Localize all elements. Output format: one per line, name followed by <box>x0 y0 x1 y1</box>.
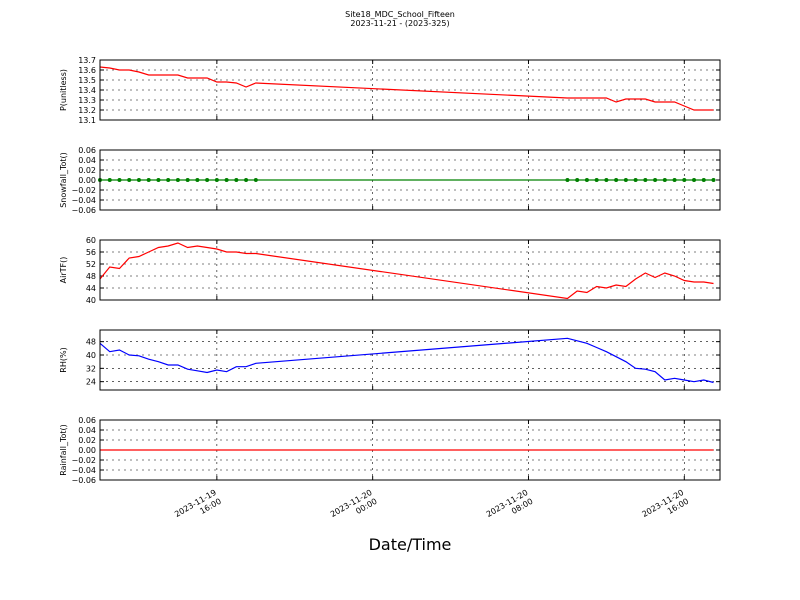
data-point <box>653 178 658 182</box>
y-tick-label: −0.06 <box>71 206 96 215</box>
x-axis-label: Date/Time <box>369 535 452 554</box>
y-tick-label: 44 <box>86 284 96 293</box>
y-tick-label: 0.00 <box>78 446 96 455</box>
y-tick-label: 0.02 <box>78 436 96 445</box>
y-axis-label: Snowfall_Tot() <box>59 152 68 208</box>
y-tick-label: 0.06 <box>78 416 96 425</box>
data-point <box>575 178 580 182</box>
y-tick-label: 48 <box>86 272 96 281</box>
y-tick-label: −0.04 <box>71 466 96 475</box>
data-point <box>623 178 628 182</box>
y-axis-label: RH(%) <box>59 347 68 372</box>
data-point <box>136 178 141 182</box>
data-point <box>156 178 161 182</box>
data-point <box>107 178 112 182</box>
y-tick-label: 0.06 <box>78 146 96 155</box>
data-point <box>127 178 132 182</box>
data-point <box>692 178 697 182</box>
data-point <box>244 178 249 182</box>
y-tick-label: 40 <box>86 296 96 305</box>
data-point <box>594 178 599 182</box>
y-tick-label: 0.02 <box>78 166 96 175</box>
axes-frame <box>99 149 721 211</box>
y-tick-label: 48 <box>86 338 96 347</box>
y-axis-label: Rainfall_Tot() <box>59 424 68 476</box>
y-tick-label: 13.4 <box>78 86 96 95</box>
data-point <box>117 178 122 182</box>
data-line <box>99 242 714 300</box>
y-tick-label: 13.7 <box>78 56 96 65</box>
chart-subtitle: 2023-11-21 - (2023-325) <box>350 19 449 28</box>
data-point <box>185 178 190 182</box>
data-point <box>604 178 609 182</box>
data-point <box>643 178 648 182</box>
y-tick-label: −0.02 <box>71 186 96 195</box>
y-axis-label: AirTF() <box>59 257 68 284</box>
axes-frame <box>99 239 721 301</box>
data-point <box>584 178 589 182</box>
data-point <box>565 178 570 182</box>
y-tick-label: 52 <box>86 260 96 269</box>
data-point <box>711 178 716 182</box>
data-point <box>146 178 151 182</box>
y-axis-label: P(unitless) <box>59 69 68 111</box>
y-tick-label: 0.04 <box>78 156 96 165</box>
y-tick-label: 13.5 <box>78 76 96 85</box>
axes-frame <box>99 329 721 391</box>
data-point <box>672 178 677 182</box>
y-tick-label: −0.02 <box>71 456 96 465</box>
y-tick-label: 0.04 <box>78 426 96 435</box>
axes-frame <box>99 419 721 481</box>
data-point <box>205 178 210 182</box>
data-point <box>614 178 619 182</box>
y-tick-label: 24 <box>86 378 96 387</box>
data-point <box>224 178 229 182</box>
axes-frame <box>99 59 721 121</box>
data-point <box>175 178 180 182</box>
y-tick-label: 56 <box>86 248 96 257</box>
data-point <box>234 178 239 182</box>
y-tick-label: −0.04 <box>71 196 96 205</box>
data-line <box>99 337 714 384</box>
y-tick-label: 13.2 <box>78 106 96 115</box>
data-line <box>99 66 714 111</box>
y-tick-label: 32 <box>86 364 96 373</box>
y-tick-label: 0.00 <box>78 176 96 185</box>
data-point <box>166 178 171 182</box>
data-point <box>662 178 667 182</box>
y-tick-label: 13.6 <box>78 66 96 75</box>
y-tick-label: 60 <box>86 236 96 245</box>
chart-title: Site18_MDC_School_Fifteen <box>345 10 455 19</box>
data-point <box>195 178 200 182</box>
x-tick-label: 2023-11-2016:00 <box>641 488 691 528</box>
data-point <box>701 178 706 182</box>
x-tick-label: 2023-11-2008:00 <box>485 488 535 528</box>
x-tick-label: 2023-11-2000:00 <box>329 488 379 528</box>
data-point <box>633 178 638 182</box>
y-tick-label: 13.1 <box>78 116 96 125</box>
data-point <box>214 178 219 182</box>
y-tick-label: 13.3 <box>78 96 96 105</box>
data-point <box>682 178 687 182</box>
x-tick-label: 2023-11-1916:00 <box>173 488 223 528</box>
y-tick-label: −0.06 <box>71 476 96 485</box>
data-point <box>253 178 258 182</box>
y-tick-label: 40 <box>86 351 96 360</box>
